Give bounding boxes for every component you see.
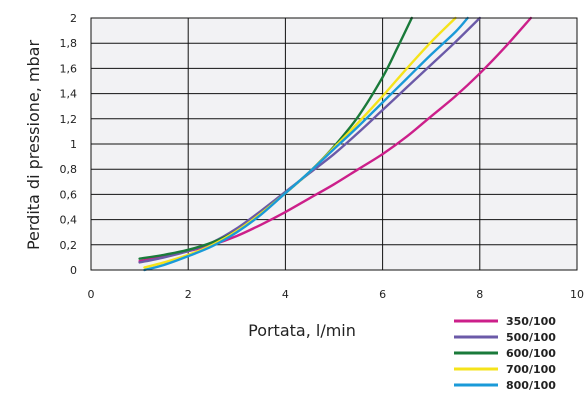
y-tick-label: 0,8	[60, 163, 78, 176]
y-tick-label: 1,6	[60, 62, 78, 75]
legend-label: 800/100	[506, 379, 556, 392]
x-tick-label: 0	[88, 288, 95, 301]
legend-label: 600/100	[506, 347, 556, 360]
y-tick-label: 1	[70, 138, 77, 151]
x-tick-label: 4	[282, 288, 289, 301]
y-tick-label: 2	[70, 12, 77, 25]
y-tick-label: 0,4	[60, 214, 78, 227]
plot-border	[90, 17, 578, 271]
y-tick-labels: 0 0,2 0,4 0,6 0,8 1 1,2 1,4 1,6 1,8 2	[60, 12, 78, 277]
y-tick-label: 1,4	[60, 88, 78, 101]
legend-label: 350/100	[506, 315, 556, 328]
series-line-800-100	[143, 16, 469, 272]
legend: 350/100 500/100 600/100 700/100 800/100	[454, 315, 556, 392]
series-lines	[138, 16, 533, 272]
y-tick-label: 0	[70, 264, 77, 277]
x-tick-labels: 0 2 4 6 8 10	[88, 288, 585, 301]
y-axis-label: Perdita di pressione, mbar	[24, 40, 43, 251]
x-tick-label: 10	[570, 288, 584, 301]
x-tick-label: 8	[476, 288, 483, 301]
x-axis-label: Portata, l/min	[248, 321, 356, 340]
x-tick-label: 2	[185, 288, 192, 301]
legend-label: 500/100	[506, 331, 556, 344]
y-tick-label: 1,2	[60, 113, 78, 126]
y-tick-label: 0,2	[60, 239, 78, 252]
legend-label: 700/100	[506, 363, 556, 376]
y-tick-label: 1,8	[60, 37, 78, 50]
x-tick-label: 6	[379, 288, 386, 301]
y-tick-label: 0,6	[60, 188, 78, 201]
